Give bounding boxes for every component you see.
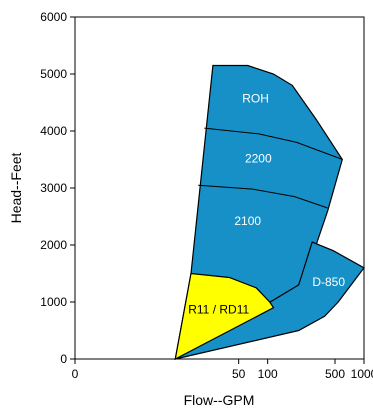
region-label-r11-rd11: R11 / RD11 bbox=[188, 302, 249, 316]
band-label-2100: 2100 bbox=[234, 214, 261, 228]
x-tick-label: 500 bbox=[325, 367, 345, 381]
x-tick-label: 100 bbox=[258, 367, 278, 381]
x-tick-label: 50 bbox=[232, 367, 246, 381]
x-tick-label: 1000 bbox=[351, 367, 373, 381]
y-tick-label: 1000 bbox=[40, 295, 67, 309]
x-axis-title: Flow--GPM bbox=[184, 392, 255, 408]
x-axis-ticks: 0 50 100 500 1000 bbox=[72, 359, 373, 381]
y-tick-label: 6000 bbox=[40, 10, 67, 24]
band-lines-layer bbox=[198, 127, 343, 209]
y-tick-label: 2000 bbox=[40, 238, 67, 252]
region-label-roh: ROH bbox=[242, 92, 269, 106]
regions-layer bbox=[174, 64, 365, 361]
y-axis-ticks: 0 1000 2000 3000 4000 5000 6000 bbox=[40, 10, 75, 366]
band-line-2100 bbox=[198, 184, 328, 209]
y-tick-label: 0 bbox=[60, 352, 67, 366]
y-axis-title: Head--Feet bbox=[8, 152, 24, 223]
y-tick-label: 3000 bbox=[40, 181, 67, 195]
band-label-2200: 2200 bbox=[245, 151, 272, 165]
region-label-d-850: D-850 bbox=[312, 275, 345, 289]
y-tick-label: 5000 bbox=[40, 67, 67, 81]
band-line-2200 bbox=[204, 127, 343, 160]
x-tick-label: 0 bbox=[72, 367, 79, 381]
y-tick-label: 4000 bbox=[40, 124, 67, 138]
region-labels-layer: ROH D-850 R11 / RD11 2200 2100 bbox=[188, 92, 345, 317]
